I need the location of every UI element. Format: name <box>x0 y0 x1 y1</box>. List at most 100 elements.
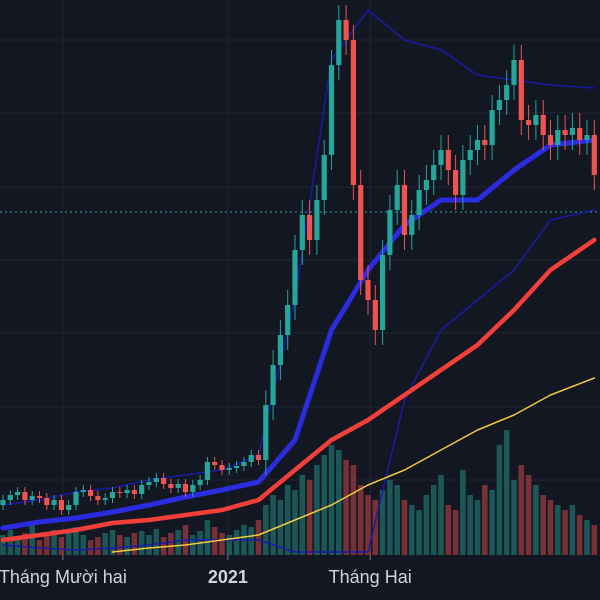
candle-body <box>518 60 524 120</box>
volume-bar <box>73 527 79 555</box>
volume-bar <box>350 465 357 555</box>
candle-body <box>504 85 510 100</box>
candle-body <box>87 490 94 496</box>
volume-bar <box>153 529 160 555</box>
volume-bar <box>233 530 240 555</box>
volume-bar <box>29 525 35 555</box>
volume-bar <box>416 510 422 555</box>
volume-bar <box>204 520 211 555</box>
volume-bar <box>576 515 583 555</box>
volume-bar <box>372 500 379 555</box>
volume-bar <box>525 475 532 555</box>
candle-body <box>212 462 218 465</box>
volume-bar <box>168 533 174 555</box>
volume-bar <box>314 465 320 555</box>
volume-bar <box>430 485 437 555</box>
indicator-line <box>2 209 596 553</box>
volume-bar <box>591 525 598 555</box>
candle-body <box>394 185 400 210</box>
volume-bar <box>109 530 116 555</box>
volume-bar <box>255 520 262 555</box>
volume-bar <box>503 430 510 555</box>
candle-body <box>168 484 174 488</box>
candle-body <box>584 135 590 140</box>
candle-body <box>204 462 210 480</box>
volume-bar <box>562 510 568 555</box>
candle-body <box>350 40 357 185</box>
volume-bar <box>284 485 291 555</box>
volume-bar <box>445 505 452 555</box>
candle-body <box>511 60 517 85</box>
candle-body <box>533 115 539 125</box>
candle-body <box>591 135 597 175</box>
volume-bar <box>189 535 196 555</box>
candle-body <box>109 492 116 498</box>
candle-body <box>160 478 167 484</box>
candle-body <box>277 335 283 365</box>
indicator-line <box>0 137 597 531</box>
volume-bar <box>299 475 306 555</box>
candle-body <box>0 500 6 505</box>
volume-bar <box>452 510 459 555</box>
volume-bar <box>22 533 28 555</box>
volume-bar <box>511 480 517 555</box>
volume-bar <box>7 530 14 555</box>
candle-body <box>380 255 386 330</box>
candle-body <box>489 110 495 145</box>
volume-bar <box>547 500 554 555</box>
candle-body <box>526 120 532 125</box>
candle-body <box>233 466 240 468</box>
volume-bar <box>160 537 167 555</box>
candle-body <box>14 492 21 495</box>
candle-body <box>555 130 561 145</box>
candle-body <box>241 462 247 466</box>
candle-body <box>226 468 232 470</box>
volume-bar <box>518 465 525 555</box>
candle-body <box>562 130 568 135</box>
volume-bar <box>438 475 444 555</box>
volume-bar <box>277 500 284 555</box>
candle-body <box>547 135 554 145</box>
volume-bar <box>248 527 254 555</box>
volume-bar <box>474 500 481 555</box>
candle-body <box>372 300 378 330</box>
candle-body <box>474 140 481 150</box>
candle-body <box>182 484 189 492</box>
volume-bar <box>496 445 503 555</box>
volume-bar <box>423 495 430 555</box>
volume-bar <box>365 495 371 555</box>
candle-body <box>102 498 108 500</box>
volume-bar <box>321 455 328 555</box>
volume-bar <box>540 495 547 555</box>
volume-bar <box>336 450 342 555</box>
candle-body <box>7 495 13 500</box>
candle-body <box>36 496 43 498</box>
candle-body <box>22 492 28 500</box>
candle-body <box>219 465 225 470</box>
candle-body <box>577 128 583 140</box>
volume-bar <box>80 535 87 555</box>
candle-body <box>467 150 473 160</box>
x-tick-label: Tháng Hai <box>329 567 412 587</box>
volume-bar <box>467 495 474 555</box>
candle-body <box>292 250 298 305</box>
candle-body <box>321 155 327 200</box>
volume-bar <box>95 537 101 555</box>
candle-body <box>416 190 422 215</box>
candle-body <box>328 65 335 155</box>
volume-bar <box>58 537 65 555</box>
candle-body <box>314 200 320 240</box>
candle-body <box>453 170 459 195</box>
candle-body <box>131 490 137 494</box>
volume-bar <box>87 540 94 555</box>
candle-body <box>540 115 546 135</box>
candle-body <box>401 185 408 235</box>
volume-bar <box>51 530 57 555</box>
candle-body <box>29 496 35 500</box>
volume-bar <box>569 505 576 555</box>
volume-bar <box>482 485 488 555</box>
volume-bar <box>379 490 386 555</box>
volume-bar <box>460 470 466 555</box>
volume-bar <box>387 480 393 555</box>
